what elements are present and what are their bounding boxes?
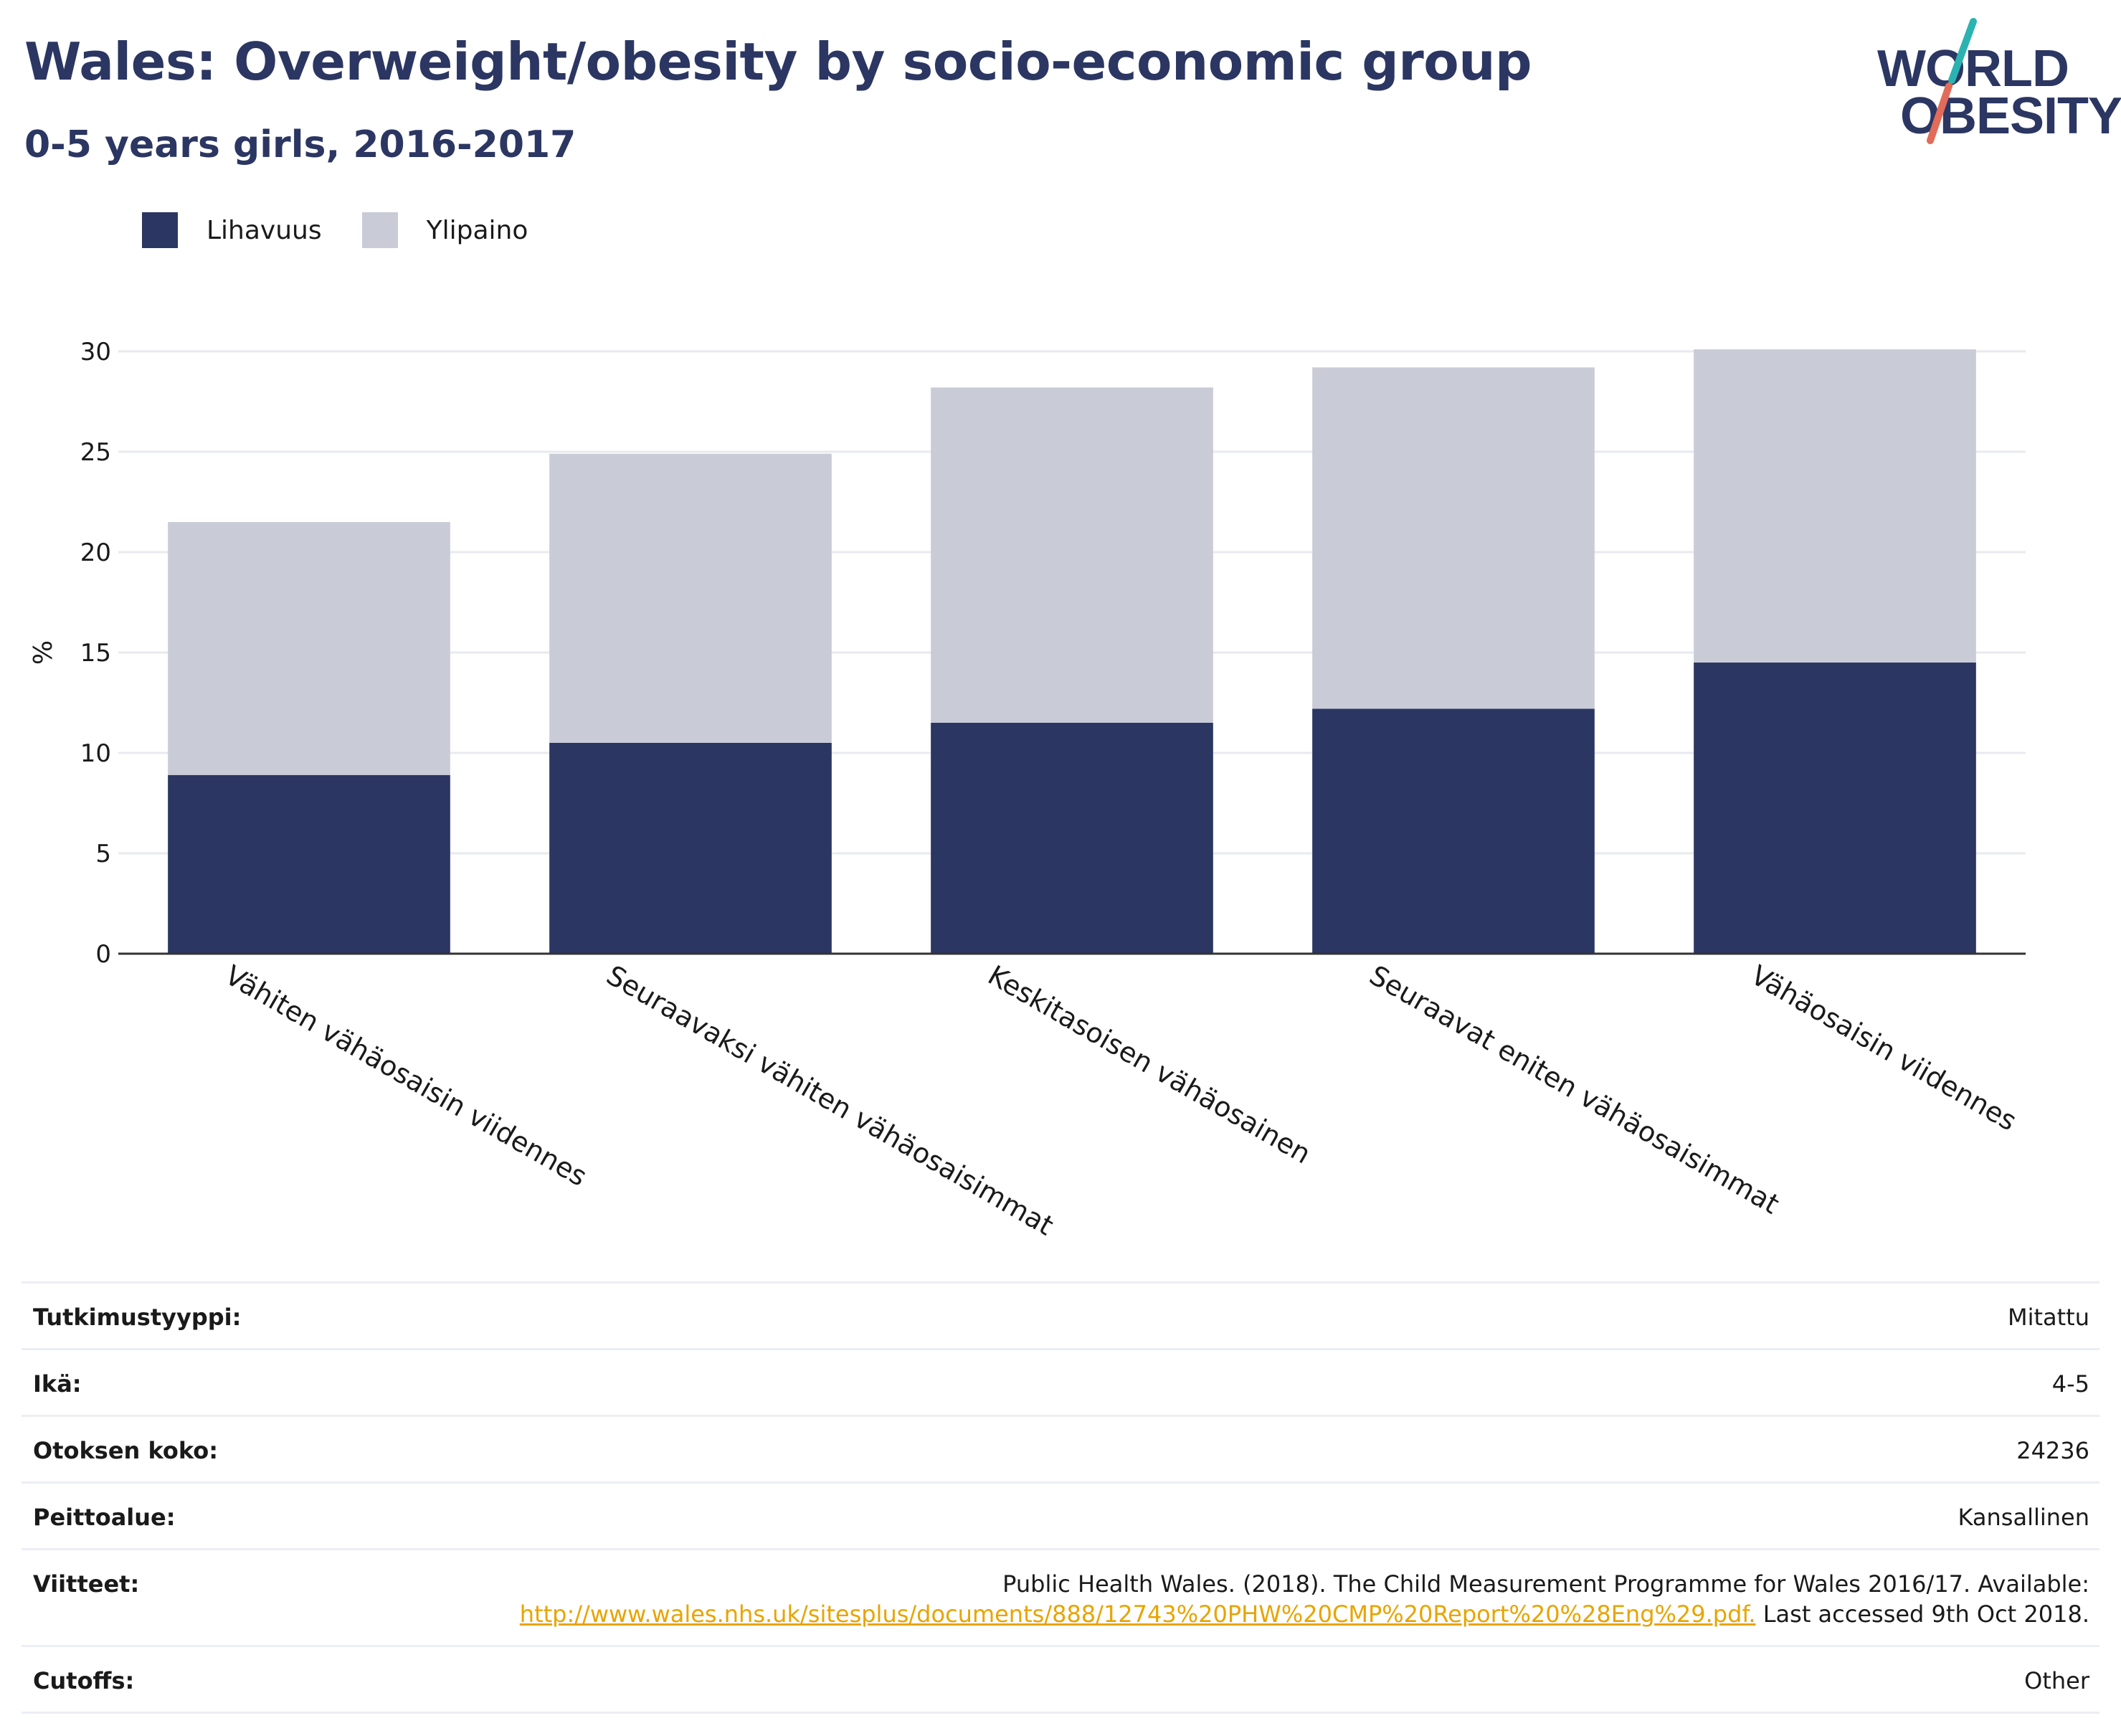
x-tick-label: Seuraavat eniten vähäosaisimmat bbox=[1365, 959, 1785, 1220]
detail-row-cutoffs: Cutoffs: Other bbox=[22, 1647, 2099, 1714]
y-tick-label: 5 bbox=[95, 840, 111, 868]
reference-text: Public Health Wales. (2018). The Child M… bbox=[1002, 1570, 2089, 1598]
legend-item-obesity[interactable]: Lihavuus bbox=[142, 212, 322, 248]
logo-slash-icon bbox=[1927, 18, 1977, 144]
x-tick-label: Seuraavaksi vähiten vähäosaisimmat bbox=[602, 959, 1059, 1242]
detail-value: Kansallinen bbox=[1958, 1504, 2089, 1531]
y-tick-label: 25 bbox=[80, 438, 111, 467]
chart-subtitle: 0-5 years girls, 2016-2017 bbox=[24, 123, 576, 166]
detail-label: Otoksen koko: bbox=[33, 1437, 219, 1464]
chart-title: Wales: Overweight/obesity by socio-econo… bbox=[24, 32, 1532, 92]
reference-link[interactable]: http://www.wales.nhs.uk/sitesplus/docume… bbox=[519, 1600, 1756, 1628]
logo-line-1: WORLD bbox=[1877, 40, 2069, 98]
legend-label-overweight: Ylipaino bbox=[426, 215, 528, 245]
detail-value: Other bbox=[2024, 1667, 2089, 1694]
detail-label: Tutkimustyyppi: bbox=[33, 1304, 242, 1331]
x-tick-label: Keskitasoisen vähäosainen bbox=[983, 959, 1316, 1170]
chart-legend: Lihavuus Ylipaino bbox=[142, 212, 568, 248]
detail-row-study-type: Tutkimustyyppi: Mitattu bbox=[22, 1284, 2099, 1350]
legend-item-overweight[interactable]: Ylipaino bbox=[361, 212, 528, 248]
bar-obesity bbox=[549, 743, 832, 954]
y-tick-label: 0 bbox=[95, 940, 111, 969]
detail-row-coverage: Peittoalue: Kansallinen bbox=[22, 1484, 2099, 1550]
detail-label: Ikä: bbox=[33, 1370, 82, 1398]
bar-obesity bbox=[1312, 708, 1595, 954]
detail-label: Viitteet: bbox=[33, 1570, 140, 1598]
y-tick-label: 20 bbox=[80, 539, 111, 567]
detail-value: 4-5 bbox=[2051, 1370, 2089, 1398]
bar-overweight bbox=[1312, 367, 1595, 709]
detail-label: Cutoffs: bbox=[33, 1667, 135, 1694]
bar-overweight bbox=[931, 387, 1213, 723]
detail-value: Mitattu bbox=[2007, 1304, 2089, 1331]
bar-overweight bbox=[1694, 349, 1976, 663]
detail-label: Peittoalue: bbox=[33, 1504, 176, 1531]
y-tick-label: 15 bbox=[80, 639, 111, 668]
legend-label-obesity: Lihavuus bbox=[207, 215, 322, 245]
legend-swatch-overweight bbox=[361, 212, 398, 248]
detail-row-age: Ikä: 4-5 bbox=[22, 1350, 2099, 1417]
x-tick-label: Vähäosaisin viidennes bbox=[1746, 959, 2022, 1137]
detail-row-references: Viitteet: Public Health Wales. (2018). T… bbox=[22, 1550, 2099, 1647]
bar-obesity bbox=[931, 723, 1213, 954]
reference-value: Public Health Wales. (2018). The Child M… bbox=[440, 1569, 2089, 1629]
detail-value: 24236 bbox=[2016, 1437, 2089, 1464]
bar-obesity bbox=[1694, 663, 1976, 954]
bar-chart: 0 5 10 15 20 25 30% Vähiten vähäosaisin viidenn… bbox=[29, 338, 2026, 1242]
y-tick-label: 10 bbox=[80, 739, 111, 768]
bar-overweight bbox=[168, 522, 450, 775]
detail-row-sample-size: Otoksen koko: 24236 bbox=[22, 1417, 2099, 1484]
y-axis-title: % bbox=[29, 640, 58, 665]
world-obesity-logo: WORLD OBESITY bbox=[1871, 14, 2121, 158]
reference-text-after: Last accessed 9th Oct 2018. bbox=[1755, 1600, 2089, 1628]
bar-overweight bbox=[549, 453, 832, 743]
bar-obesity bbox=[168, 774, 450, 954]
legend-swatch-obesity bbox=[142, 212, 178, 248]
details-table: Tutkimustyyppi: Mitattu Ikä: 4-5 Otoksen… bbox=[22, 1281, 2099, 1714]
x-tick-label: Vähiten vähäosaisin viidennes bbox=[220, 959, 592, 1192]
y-tick-label: 30 bbox=[80, 338, 111, 366]
